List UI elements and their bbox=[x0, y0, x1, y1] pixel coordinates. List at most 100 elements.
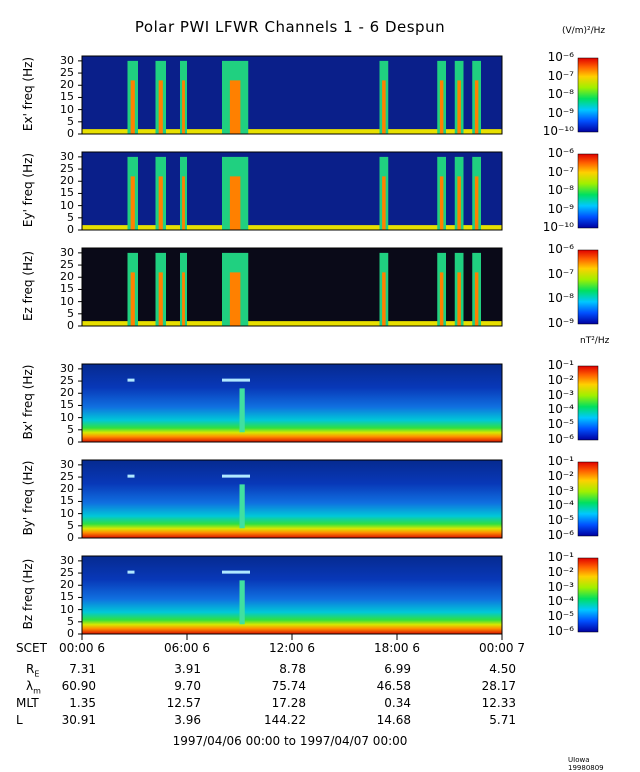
y-tick-label: 0 bbox=[67, 435, 74, 448]
colorbar-tick-label: 10⁻⁷ bbox=[547, 266, 574, 281]
ephemeris-value: 6.99 bbox=[384, 662, 411, 676]
y-tick-label: 10 bbox=[60, 102, 74, 116]
panel-background bbox=[82, 56, 502, 134]
colorbar-tick-label: 10⁻⁶ bbox=[547, 624, 574, 638]
colorbar-tick-label: 10⁻⁶ bbox=[547, 50, 574, 64]
y-tick-label: 5 bbox=[67, 422, 74, 436]
y-tick-label: 25 bbox=[60, 162, 74, 176]
burst-core bbox=[158, 272, 163, 326]
y-tick-label: 5 bbox=[67, 306, 74, 320]
x-tick-label: 18:00 6 bbox=[373, 641, 421, 655]
ephemeris-label: λm bbox=[26, 679, 41, 696]
burst-core bbox=[130, 272, 135, 326]
colorbar-tick-label: 10⁻⁶ bbox=[547, 242, 574, 256]
low-freq-band bbox=[82, 129, 502, 134]
panel-frame bbox=[81, 55, 503, 135]
ephemeris-value: 28.17 bbox=[481, 679, 516, 693]
y-axis-label: Ez freq (Hz) bbox=[21, 250, 35, 322]
burst-core bbox=[182, 176, 185, 230]
panel-4 bbox=[78, 459, 599, 539]
burst-core bbox=[474, 80, 479, 134]
y-tick-label: 25 bbox=[60, 374, 74, 388]
colorbar-tick-label: 10⁻⁸ bbox=[547, 183, 574, 197]
y-tick-label: 30 bbox=[60, 553, 74, 567]
y-tick-label: 25 bbox=[60, 258, 74, 272]
y-tick-label: 20 bbox=[60, 578, 74, 592]
colorbar-tick-label: 10⁻⁴ bbox=[547, 498, 574, 513]
panel-5 bbox=[78, 555, 599, 635]
ephemeris-label: MLT bbox=[16, 696, 39, 710]
ephemeris-value: 30.91 bbox=[61, 713, 96, 727]
line-emission bbox=[127, 378, 135, 382]
colorbar-tick-label: 10⁻⁵ bbox=[547, 609, 574, 624]
y-tick-label: 0 bbox=[67, 531, 74, 544]
burst-core bbox=[158, 176, 163, 230]
colorbar-tick-label: 10⁻⁶ bbox=[547, 432, 574, 446]
ephemeris-value: 3.96 bbox=[174, 713, 201, 727]
burst-band bbox=[239, 484, 245, 529]
y-tick-label: 10 bbox=[60, 506, 74, 520]
y-tick-label: 30 bbox=[60, 457, 74, 471]
burst-core bbox=[130, 80, 135, 134]
spectrogram-panels bbox=[78, 55, 599, 640]
ephemeris-value: 60.90 bbox=[61, 679, 96, 693]
y-axis-label: By' freq (Hz) bbox=[21, 460, 35, 536]
y-tick-label: 20 bbox=[60, 78, 74, 92]
ephemeris-value: 144.22 bbox=[264, 713, 306, 727]
colorbar-tick-label: 10⁻² bbox=[547, 372, 574, 387]
colorbar-tick-label: 10⁻⁸ bbox=[547, 87, 574, 101]
y-tick-label: 30 bbox=[60, 361, 74, 375]
y-tick-label: 15 bbox=[60, 186, 74, 200]
colorbar-tick-label: 10⁻⁷ bbox=[547, 68, 574, 83]
colorbar-tick-label: 10⁻¹ bbox=[547, 358, 574, 372]
panel-frame bbox=[81, 363, 503, 443]
y-tick-label: 20 bbox=[60, 482, 74, 496]
x-tick-label: 00:00 7 bbox=[478, 641, 526, 655]
burst-core bbox=[382, 176, 386, 230]
ephemeris-value: 3.91 bbox=[174, 662, 201, 676]
colorbar bbox=[577, 557, 599, 633]
panel-frame bbox=[81, 247, 503, 327]
y-tick-label: 5 bbox=[67, 614, 74, 628]
magnetic-units: nT²/Hz bbox=[580, 336, 610, 346]
ephemeris-label: L bbox=[16, 713, 23, 727]
y-tick-label: 10 bbox=[60, 410, 74, 424]
colorbar-tick-label: 10⁻⁴ bbox=[547, 594, 574, 609]
panel-background bbox=[82, 152, 502, 230]
y-tick-label: 10 bbox=[60, 198, 74, 212]
panel-background bbox=[82, 460, 502, 538]
ephemeris-value: 4.50 bbox=[489, 662, 516, 676]
colorbar-tick-label: 10⁻³ bbox=[547, 483, 574, 498]
panel-frame bbox=[81, 151, 503, 231]
colorbar-tick-label: 10⁻² bbox=[547, 468, 574, 483]
y-tick-label: 25 bbox=[60, 470, 74, 484]
ephemeris-value: 7.31 bbox=[69, 662, 96, 676]
colorbar-tick-label: 10⁻⁴ bbox=[547, 402, 574, 417]
y-tick-label: 25 bbox=[60, 66, 74, 80]
electric-units: (V/m)²/Hz bbox=[562, 26, 606, 36]
burst-core bbox=[229, 80, 241, 134]
y-tick-label: 10 bbox=[60, 294, 74, 308]
colorbar-tick-label: 10⁻⁷ bbox=[547, 164, 574, 179]
burst-core bbox=[229, 176, 241, 230]
panel-3 bbox=[78, 363, 599, 443]
line-emission bbox=[127, 570, 135, 574]
line-emission bbox=[222, 474, 250, 478]
colorbar-tick-label: 10⁻⁵ bbox=[547, 417, 574, 432]
y-tick-label: 30 bbox=[60, 53, 74, 67]
x-axis-row-label: SCET bbox=[16, 641, 47, 655]
panel-frame bbox=[81, 459, 503, 539]
ephemeris-label-subscript: m bbox=[33, 686, 41, 696]
panel-2 bbox=[78, 247, 599, 327]
y-tick-label: 5 bbox=[67, 210, 74, 224]
burst-core bbox=[457, 80, 461, 134]
colorbar-tick-label: 10⁻³ bbox=[547, 387, 574, 402]
chart-title: Polar PWI LFWR Channels 1 - 6 Despun bbox=[134, 18, 446, 36]
y-tick-label: 0 bbox=[67, 319, 74, 332]
burst-core bbox=[382, 80, 386, 134]
x-tick-label: 12:00 6 bbox=[268, 641, 316, 655]
ephemeris-label-subscript: E bbox=[34, 669, 40, 679]
burst-core bbox=[474, 176, 479, 230]
burst-core bbox=[439, 272, 444, 326]
y-tick-label: 0 bbox=[67, 223, 74, 236]
